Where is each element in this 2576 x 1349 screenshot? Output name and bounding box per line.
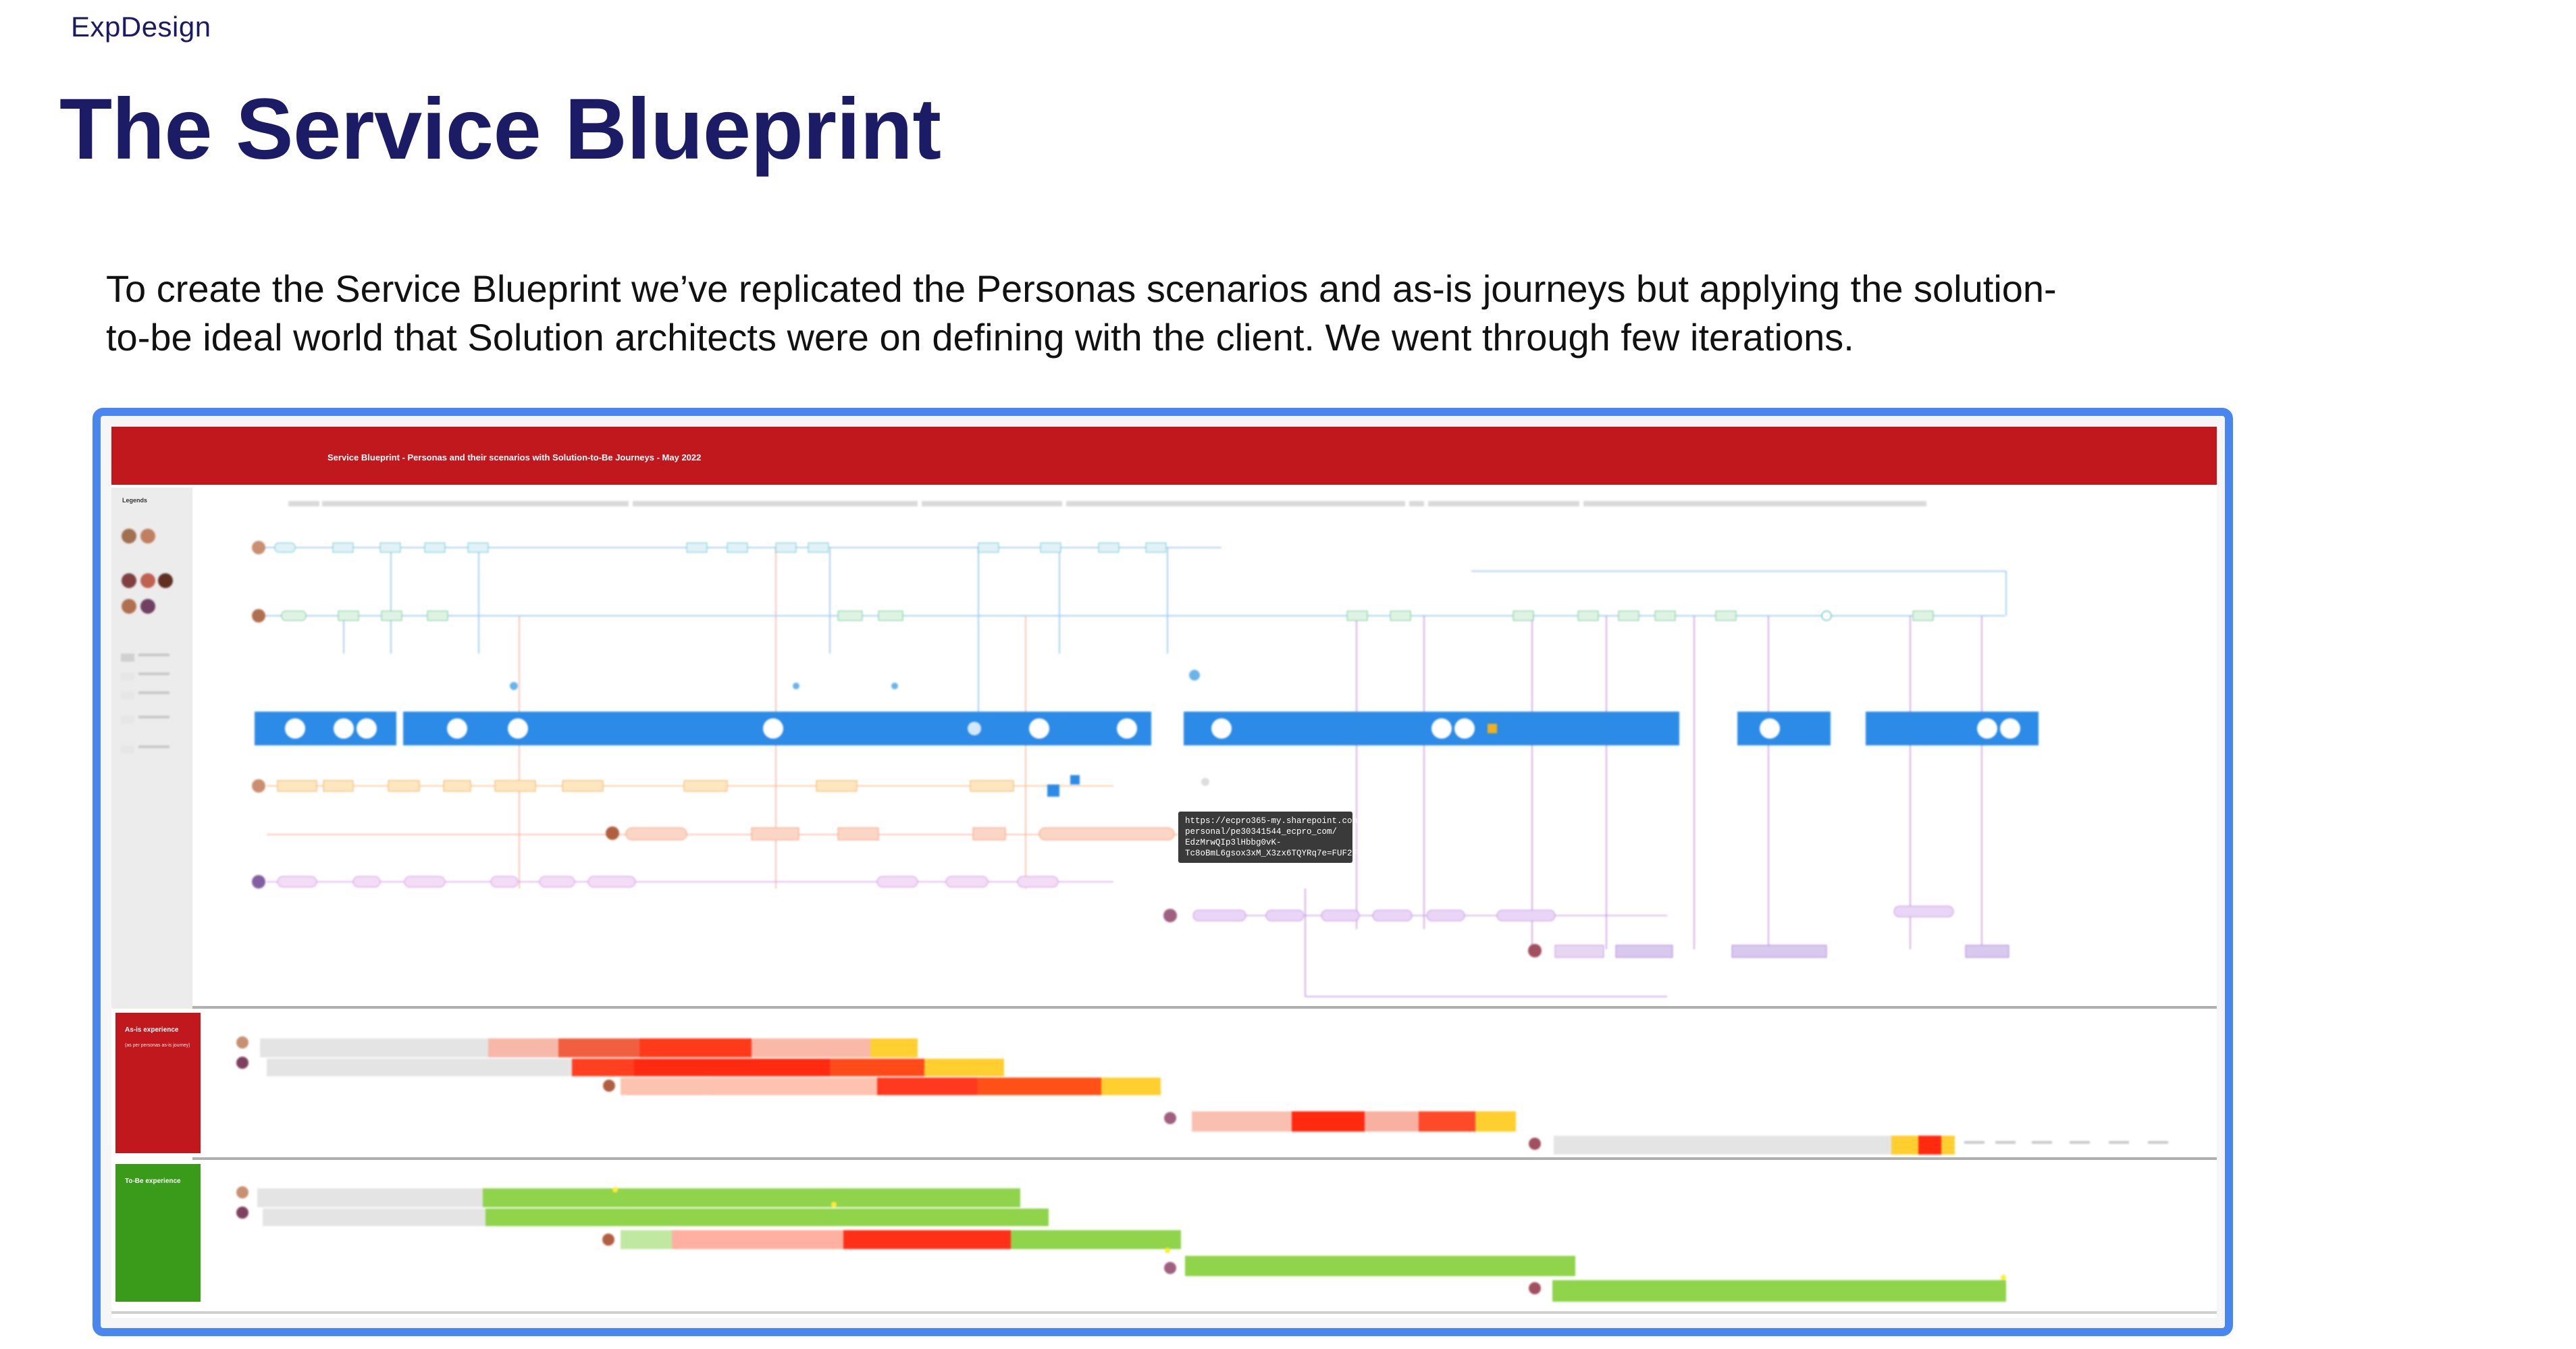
- intro-line-2: to-be ideal world that Solution architec…: [106, 316, 1854, 359]
- system-lanes: [255, 712, 2039, 745]
- stage-strip: [288, 501, 1926, 506]
- board-header-title: Service Blueprint - Personas and their s…: [327, 452, 701, 462]
- lilac-row-nodes: [252, 875, 2009, 958]
- to-be-lane-header: [115, 1164, 201, 1302]
- row-1-nodes: [252, 541, 1167, 554]
- link-tooltip[interactable]: https://ecpro365-my.sharepoint.com/:b:/g…: [1178, 812, 1393, 863]
- tooltip-line-4: Tc8oBmL6gsox3xM_X3zx6TQYRq7e=FUF2F8: [1185, 849, 1363, 858]
- tooltip-line-2: personal/pe30341544_ecpro_com/: [1185, 827, 1338, 837]
- as-is-lane-header: [115, 1013, 201, 1153]
- section-divider-1: [192, 1006, 2217, 1009]
- board-bottom-edge: [111, 1311, 2217, 1314]
- tooltip-line-3: EdzMrwQIp3lHbbg0vK-: [1185, 838, 1282, 847]
- orange-row-nodes: [252, 775, 1209, 797]
- brand-label: ExpDesign: [71, 11, 211, 43]
- section-divider-2: [192, 1157, 2217, 1160]
- legend-label: Legends: [122, 497, 147, 504]
- page-title: The Service Blueprint: [59, 81, 941, 178]
- legend-avatars: [121, 529, 173, 753]
- blueprint-board: Service Blueprint - Personas and their s…: [111, 427, 2217, 1318]
- row-2-nodes: [252, 609, 1934, 690]
- salmon-row-nodes: [606, 826, 1175, 841]
- as-is-label: As-is experience: [125, 1026, 179, 1034]
- intro-line-1: To create the Service Blueprint we’ve re…: [106, 267, 2057, 310]
- to-be-rows: [236, 1186, 2006, 1302]
- as-is-rows: [236, 1036, 2168, 1155]
- tooltip-line-1: https://ecpro365-my.sharepoint.com/:b:/g…: [1185, 816, 1393, 826]
- as-is-sublabel: (as per personas as-is journey): [125, 1043, 190, 1048]
- intro-paragraph: To create the Service Blueprint we’ve re…: [106, 265, 2213, 362]
- board-header-bar: [111, 427, 2217, 485]
- board-canvas: [111, 427, 2217, 1318]
- blueprint-screenshot[interactable]: Service Blueprint - Personas and their s…: [93, 408, 2233, 1336]
- to-be-label: To-Be experience: [125, 1178, 181, 1185]
